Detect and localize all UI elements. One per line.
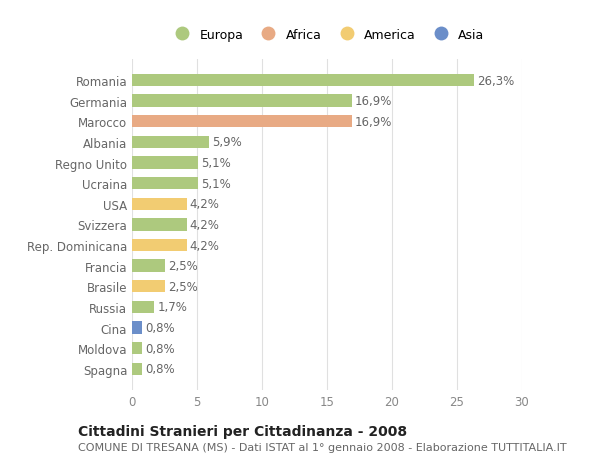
- Text: 16,9%: 16,9%: [355, 95, 392, 108]
- Bar: [132, 280, 164, 293]
- Bar: [132, 322, 142, 334]
- Bar: [132, 239, 187, 252]
- Bar: [132, 178, 198, 190]
- Bar: [132, 75, 474, 87]
- Bar: [132, 363, 142, 375]
- Text: COMUNE DI TRESANA (MS) - Dati ISTAT al 1° gennaio 2008 - Elaborazione TUTTITALIA: COMUNE DI TRESANA (MS) - Dati ISTAT al 1…: [78, 442, 566, 452]
- Bar: [132, 157, 198, 169]
- Text: 2,5%: 2,5%: [168, 260, 197, 273]
- Text: 16,9%: 16,9%: [355, 116, 392, 129]
- Bar: [132, 136, 209, 149]
- Text: 0,8%: 0,8%: [146, 342, 175, 355]
- Legend: Europa, Africa, America, Asia: Europa, Africa, America, Asia: [167, 26, 487, 44]
- Text: 4,2%: 4,2%: [190, 239, 220, 252]
- Text: 5,1%: 5,1%: [202, 157, 232, 170]
- Bar: [132, 301, 154, 313]
- Bar: [132, 219, 187, 231]
- Text: 4,2%: 4,2%: [190, 198, 220, 211]
- Bar: [132, 116, 352, 128]
- Text: 26,3%: 26,3%: [477, 74, 514, 87]
- Bar: [132, 260, 164, 272]
- Text: 5,1%: 5,1%: [202, 177, 232, 190]
- Text: 1,7%: 1,7%: [157, 301, 187, 313]
- Text: 4,2%: 4,2%: [190, 218, 220, 231]
- Text: 5,9%: 5,9%: [212, 136, 242, 149]
- Bar: [132, 198, 187, 211]
- Text: 0,8%: 0,8%: [146, 363, 175, 375]
- Bar: [132, 342, 142, 354]
- Bar: [132, 95, 352, 107]
- Text: 2,5%: 2,5%: [168, 280, 197, 293]
- Text: Cittadini Stranieri per Cittadinanza - 2008: Cittadini Stranieri per Cittadinanza - 2…: [78, 425, 407, 438]
- Text: 0,8%: 0,8%: [146, 321, 175, 334]
